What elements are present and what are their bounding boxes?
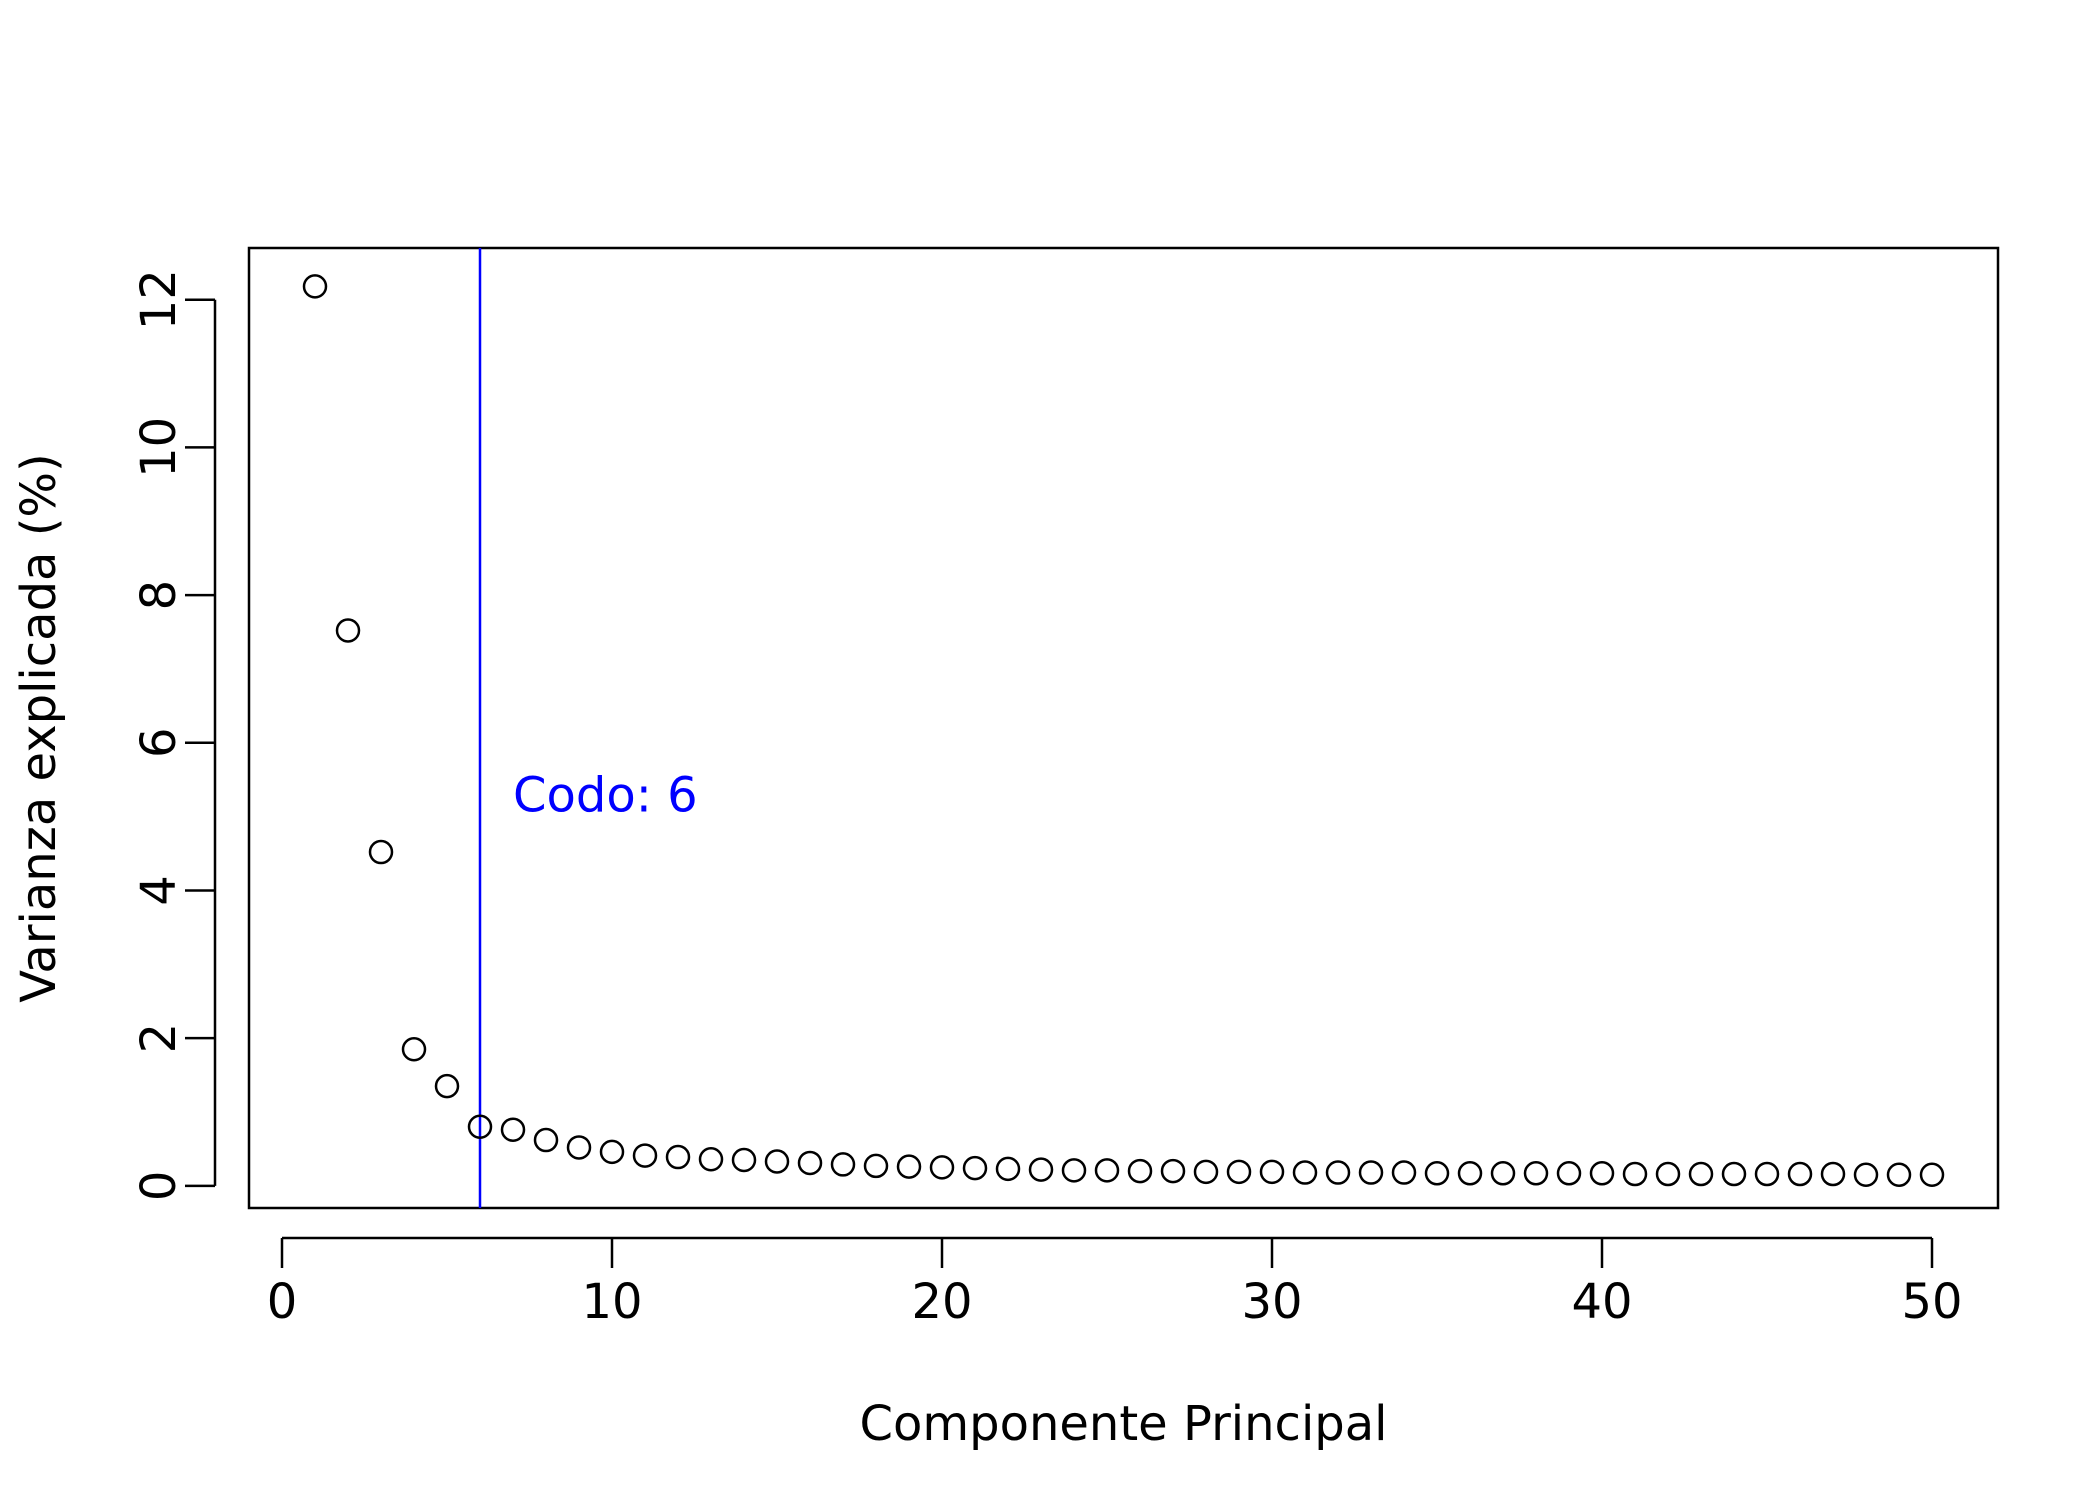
data-point — [335, 618, 361, 643]
data-point — [368, 839, 394, 865]
data-point — [1754, 1161, 1780, 1187]
x-tick-label: 40 — [1571, 1274, 1632, 1330]
data-point — [401, 1036, 427, 1062]
data-point — [1193, 1159, 1219, 1185]
data-point — [995, 1156, 1021, 1182]
data-point — [929, 1155, 955, 1180]
y-tick-label: 4 — [131, 875, 187, 906]
data-point — [1721, 1161, 1747, 1187]
data-point — [1094, 1158, 1120, 1183]
data-point — [500, 1117, 526, 1142]
data-point — [797, 1150, 823, 1176]
data-point — [1490, 1161, 1516, 1186]
data-point — [302, 274, 328, 299]
y-tick-label: 12 — [131, 269, 187, 330]
data-point — [1457, 1161, 1483, 1186]
x-tick-label: 20 — [911, 1274, 972, 1330]
data-point — [1226, 1159, 1252, 1185]
y-axis: 0 2 4 6 8 10 12 — [131, 269, 217, 1202]
data-point — [1622, 1161, 1648, 1187]
x-tick-label: 50 — [1901, 1274, 1962, 1330]
y-tick-label: 10 — [131, 417, 187, 478]
data-point — [1127, 1158, 1153, 1184]
data-point — [863, 1153, 889, 1179]
data-point — [1160, 1158, 1186, 1184]
x-axis: 0 10 20 30 40 50 — [267, 1236, 1963, 1330]
data-point — [599, 1139, 625, 1165]
data-point — [896, 1154, 922, 1179]
data-point — [731, 1147, 757, 1173]
data-point — [1919, 1162, 1945, 1188]
x-tick-label: 0 — [267, 1274, 298, 1330]
x-tick-label: 10 — [581, 1274, 642, 1330]
data-points — [302, 274, 1945, 1188]
data-point — [830, 1152, 856, 1177]
x-axis-title: Componente Principal — [860, 1396, 1388, 1452]
data-point — [1787, 1161, 1813, 1187]
elbow-annotation: Codo: 6 — [513, 767, 698, 823]
data-point — [1424, 1161, 1450, 1186]
data-point — [1886, 1162, 1912, 1188]
data-point — [1523, 1161, 1549, 1186]
data-point — [1061, 1158, 1087, 1183]
y-tick-label: 6 — [131, 727, 187, 758]
data-point — [1556, 1161, 1582, 1186]
data-point — [665, 1144, 691, 1170]
data-point — [467, 1114, 493, 1140]
data-point — [1325, 1160, 1351, 1185]
data-point — [1259, 1159, 1285, 1185]
y-tick-label: 0 — [131, 1171, 187, 1202]
data-point — [962, 1155, 988, 1181]
data-point — [1688, 1161, 1714, 1187]
data-point — [1358, 1160, 1384, 1185]
y-tick-label: 8 — [131, 580, 187, 611]
data-point — [1391, 1160, 1417, 1185]
data-point — [434, 1073, 460, 1099]
y-tick-label: 2 — [131, 1023, 187, 1054]
data-point — [1820, 1161, 1846, 1187]
data-point — [566, 1135, 592, 1160]
data-point — [1028, 1157, 1054, 1182]
data-point — [764, 1149, 790, 1174]
data-point — [1655, 1161, 1681, 1187]
x-tick-label: 30 — [1241, 1274, 1302, 1330]
data-point — [1292, 1160, 1318, 1185]
data-point — [698, 1147, 724, 1172]
data-point — [1589, 1161, 1615, 1186]
data-point — [632, 1143, 658, 1168]
data-point — [1853, 1162, 1879, 1188]
plot-frame — [247, 246, 2000, 1210]
y-axis-title: Varianza explicada (%) — [11, 453, 67, 1003]
data-point — [533, 1127, 559, 1153]
